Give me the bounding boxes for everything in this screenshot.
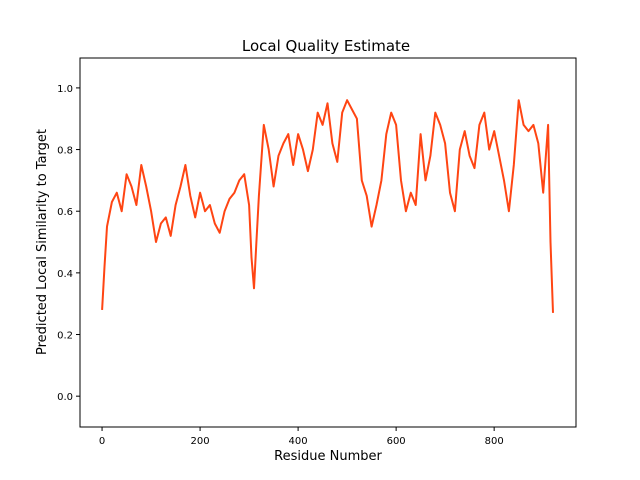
y-tick-label: 1.0 [57,84,73,95]
x-axis: 0 200 400 600 800 [99,427,504,447]
chart-title: Local Quality Estimate [242,37,410,55]
x-tick-label: 400 [289,436,308,447]
x-tick-label: 600 [387,436,406,447]
x-tick-label: 0 [99,436,105,447]
x-tick-label: 800 [485,436,504,447]
series-line [101,99,554,313]
y-tick-label: 0.8 [57,146,73,157]
x-tick-label: 200 [191,436,210,447]
y-tick-label: 0.0 [57,392,73,403]
y-axis: 0.0 0.2 0.4 0.6 0.8 1.0 [57,84,80,403]
y-axis-label: Predicted Local Similarity to Target [35,129,50,355]
x-axis-label: Residue Number [274,449,382,464]
plot-frame [79,57,577,428]
y-tick-label: 0.4 [57,269,73,280]
line-layer [101,99,554,313]
y-tick-label: 0.6 [57,207,73,218]
y-tick-label: 0.2 [57,331,73,342]
